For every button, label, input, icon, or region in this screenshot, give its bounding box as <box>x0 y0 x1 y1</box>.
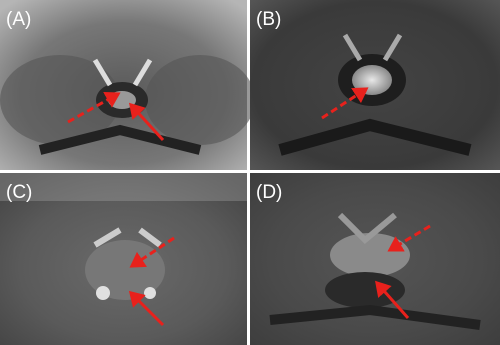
solid-arrow <box>375 280 410 319</box>
bone <box>337 212 397 245</box>
panel-label: (A) <box>6 9 31 30</box>
panel-b: (B) <box>250 0 500 170</box>
bright-spot <box>96 286 110 300</box>
dashed-arrow <box>387 224 431 252</box>
bright-spot <box>144 287 156 299</box>
dashed-arrow <box>67 92 121 124</box>
bone <box>92 58 153 87</box>
panel-label: (B) <box>256 9 281 30</box>
bone <box>342 33 403 62</box>
tissue <box>0 55 120 145</box>
muscle <box>38 124 202 155</box>
solid-arrow <box>128 290 165 327</box>
panel-d: (D) <box>250 173 500 345</box>
dashed-arrow <box>129 236 175 268</box>
muscle <box>269 304 481 330</box>
bone <box>93 227 162 248</box>
tissue <box>145 55 255 145</box>
panel-label: (D) <box>256 182 282 203</box>
band <box>0 173 247 201</box>
muscle <box>278 118 472 156</box>
panel-c: (C) <box>0 173 247 345</box>
dashed-arrow <box>321 87 369 120</box>
panel-label: (C) <box>6 182 32 203</box>
panel-a: (A) <box>0 0 255 170</box>
cord <box>352 65 392 95</box>
solid-arrow <box>128 102 165 142</box>
